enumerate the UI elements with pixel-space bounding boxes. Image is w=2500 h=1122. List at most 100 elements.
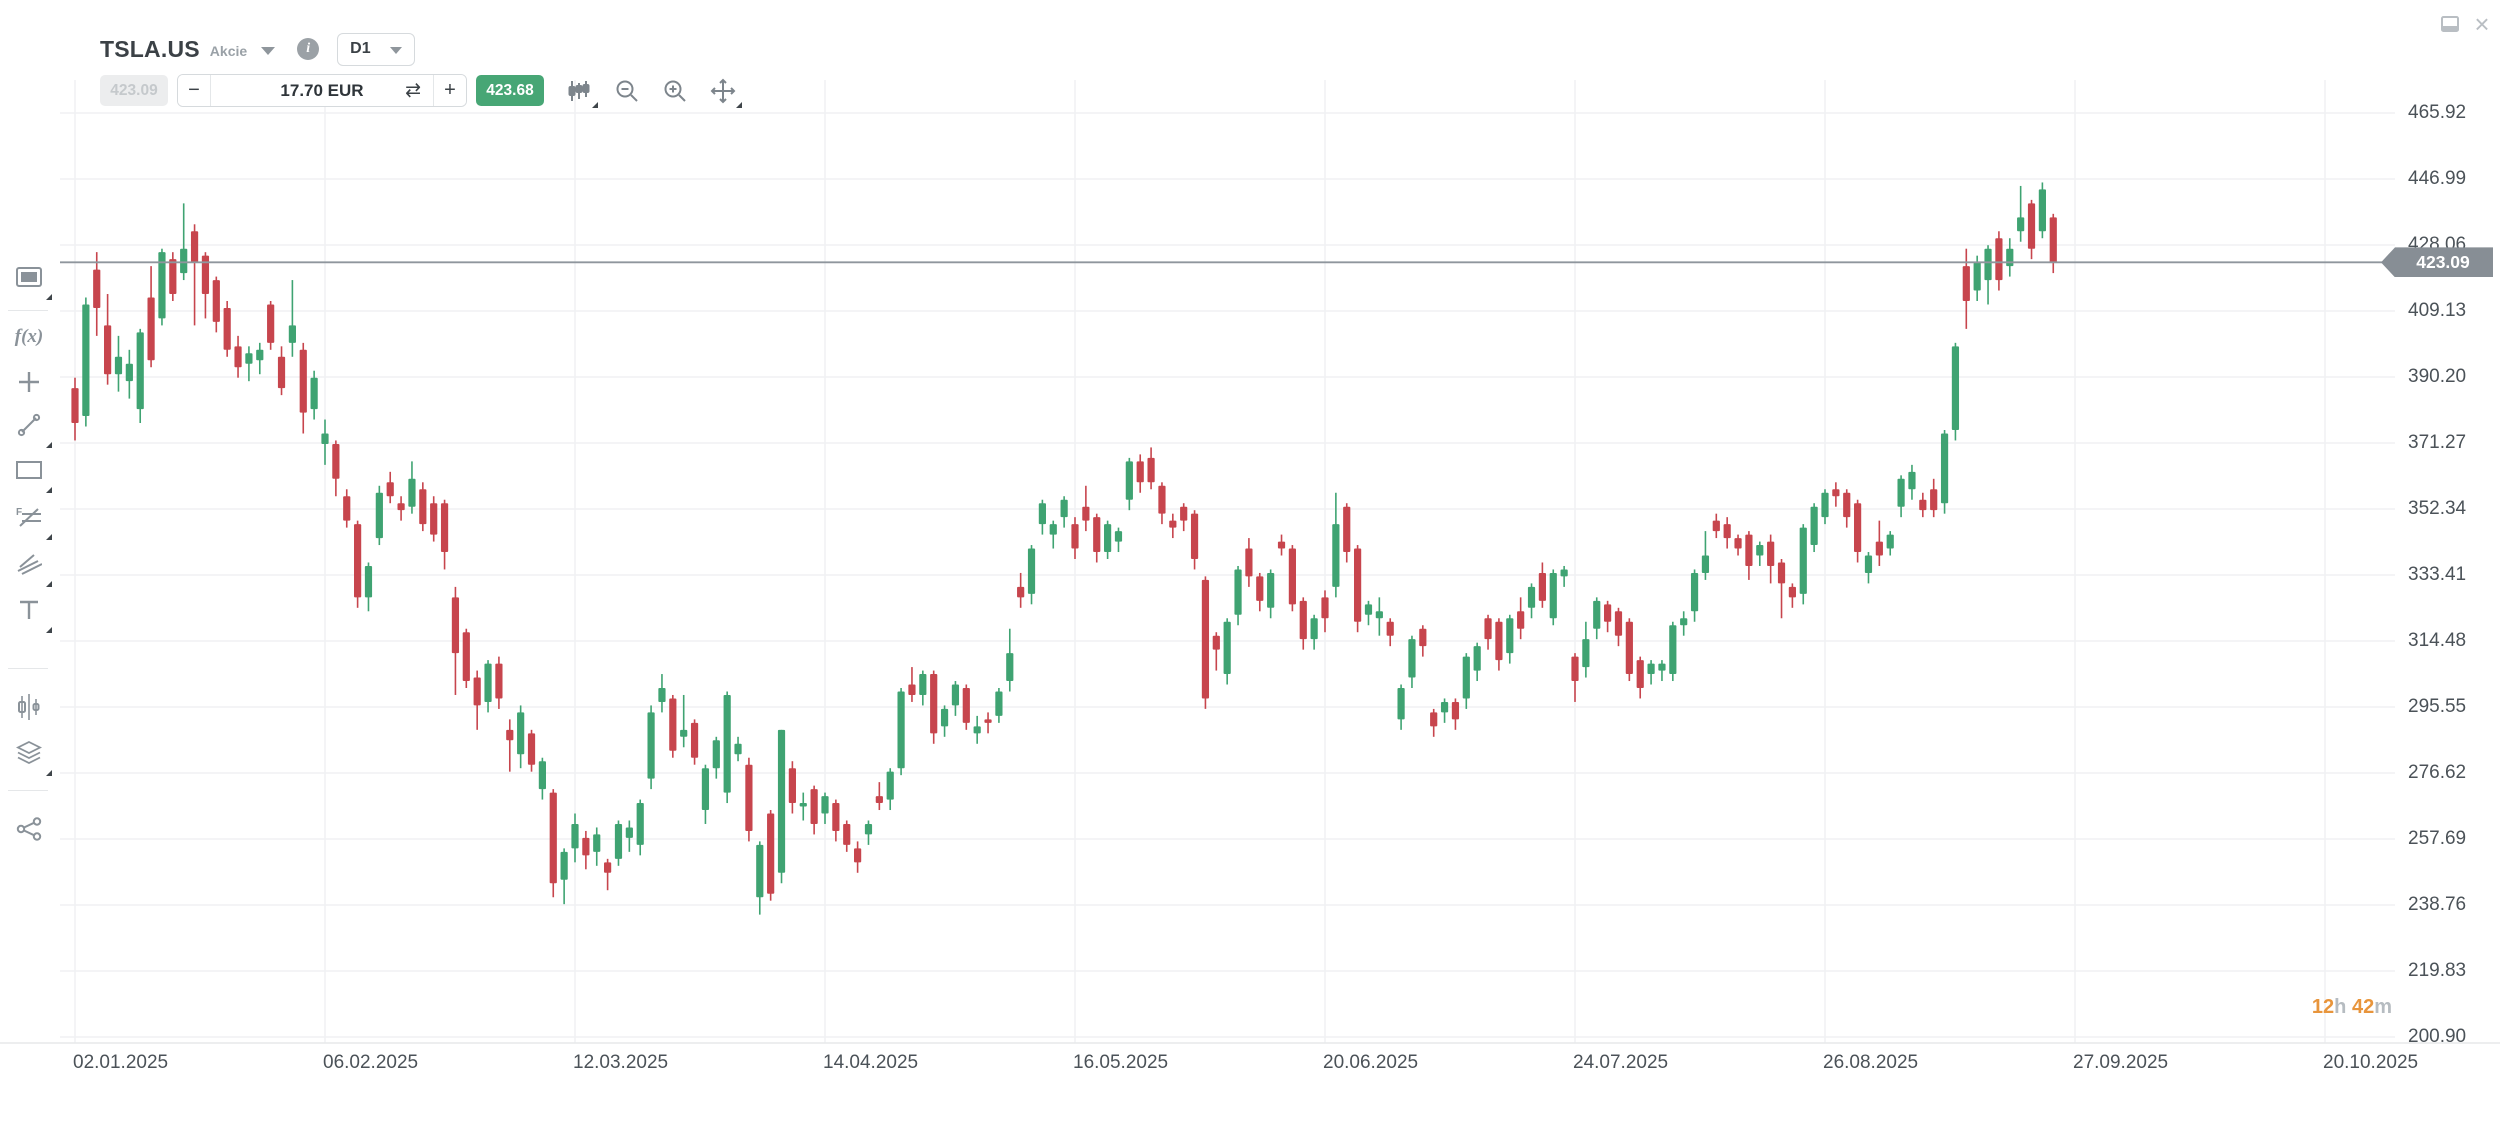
candle-body <box>267 304 275 343</box>
candle-body <box>1397 687 1405 720</box>
candle-body <box>114 356 123 375</box>
quantity-minus-button[interactable]: − <box>178 75 211 106</box>
session-countdown: 12h 42m <box>2180 996 2392 1019</box>
candle-body <box>1723 524 1731 539</box>
candle-body <box>1973 262 1981 291</box>
candle-body <box>1506 618 1514 654</box>
candle-body <box>1799 527 1807 594</box>
compare-candles-icon[interactable] <box>14 692 44 722</box>
price-axis-label: 409.13 <box>2408 300 2467 321</box>
candle-body <box>962 687 970 723</box>
quantity-plus-button[interactable]: + <box>433 75 466 106</box>
candle-body <box>158 252 166 319</box>
candle-body <box>1364 604 1373 615</box>
rectangle-tool-icon[interactable] <box>14 455 52 493</box>
candle-body <box>375 492 383 539</box>
chart-type-icon[interactable] <box>566 78 598 108</box>
price-axis-label: 333.41 <box>2408 564 2467 585</box>
date-axis[interactable]: 02.01.2025 06.02.2025 12.03.2025 14.04.2025… <box>0 1043 2500 1083</box>
candle-body <box>1245 548 1253 577</box>
text-tool-icon[interactable] <box>14 595 52 633</box>
candle-body <box>1930 489 1938 511</box>
candle-body <box>821 796 829 814</box>
candle-body <box>1560 569 1568 577</box>
candle-body <box>1440 701 1449 713</box>
zoom-in-icon[interactable] <box>662 78 688 104</box>
candle-body <box>517 712 525 755</box>
candle-body <box>354 524 362 598</box>
layers-icon[interactable] <box>14 738 52 776</box>
candle-body <box>2006 248 2014 267</box>
candle-body <box>767 813 775 894</box>
refresh-icon[interactable]: ⇄ <box>405 80 421 101</box>
candle-body <box>614 823 623 859</box>
candle-body <box>777 729 786 873</box>
candle-body <box>1343 506 1351 553</box>
close-icon[interactable]: × <box>2474 9 2490 39</box>
candle-body <box>1354 548 1362 622</box>
pan-chart-icon[interactable] <box>710 78 742 108</box>
candle-body <box>1767 541 1775 566</box>
candle-body <box>1517 611 1525 629</box>
candle-body <box>810 789 818 824</box>
quantity-value: 17.70 EUR <box>280 80 364 100</box>
candle-body <box>495 663 503 699</box>
candle-body <box>1712 520 1720 532</box>
candle-body <box>1658 663 1666 671</box>
candle-body <box>1169 520 1177 528</box>
candle-body <box>2017 217 2025 232</box>
candle-body <box>332 443 340 479</box>
candle-body <box>1897 478 1905 507</box>
candle-body <box>1451 701 1460 720</box>
chevron-down-icon[interactable] <box>261 46 276 55</box>
quantity-field[interactable]: 17.70 EUR ⇄ <box>211 75 433 106</box>
candle-body <box>1832 489 1840 497</box>
info-icon[interactable]: i <box>297 38 320 60</box>
candle-body <box>538 761 546 790</box>
countdown-hours-unit: h <box>2334 996 2347 1018</box>
candle-body <box>451 597 460 654</box>
candle-body <box>386 482 394 497</box>
date-axis-label: 20.10.2025 <box>2323 1052 2419 1073</box>
candle-body <box>71 388 79 424</box>
price-axis-label: 257.69 <box>2408 828 2467 849</box>
candle-body <box>1962 266 1970 301</box>
share-icon[interactable] <box>14 814 44 844</box>
candle-body <box>1636 660 1644 688</box>
candle-body <box>462 632 470 682</box>
price-axis[interactable]: 465.92 446.99 428.06 409.13 390.20 371.27 352.… <box>2398 0 2500 1047</box>
svg-text:F: F <box>16 507 22 518</box>
fibonacci-tool-icon[interactable]: F <box>14 502 52 540</box>
pitchfork-tool-icon[interactable] <box>14 549 52 587</box>
buy-price-badge[interactable]: 423.68 <box>476 75 544 106</box>
date-axis-label: 24.07.2025 <box>1573 1052 1669 1073</box>
candle-body <box>1462 656 1470 699</box>
candle-body <box>690 722 699 758</box>
candle-body <box>1223 621 1231 675</box>
candle-body <box>734 743 742 755</box>
indicators-fx-icon[interactable]: f(x) <box>14 326 44 347</box>
candle-body <box>397 503 405 511</box>
add-instrument-icon[interactable] <box>14 367 44 397</box>
candle-body <box>321 433 329 444</box>
minimize-window-icon[interactable] <box>2440 14 2460 34</box>
candle-body <box>1408 639 1416 678</box>
candle-body <box>277 356 286 389</box>
trendline-tool-icon[interactable] <box>14 410 52 448</box>
candle-body <box>125 363 133 382</box>
candle-body <box>1875 541 1883 556</box>
timeframe-value: D1 <box>350 40 371 57</box>
timeframe-select[interactable]: D1 <box>337 32 416 66</box>
candle-body <box>2049 217 2057 263</box>
sell-price-badge[interactable]: 423.09 <box>100 75 168 106</box>
candle-body <box>310 377 318 410</box>
chart-window-tool-icon[interactable] <box>14 262 52 300</box>
candle-body <box>1375 611 1383 619</box>
candle-body <box>1017 586 1025 598</box>
candle-body <box>854 848 862 863</box>
candle-body <box>669 698 677 751</box>
zoom-out-icon[interactable] <box>614 78 640 104</box>
candle-body <box>1006 653 1014 682</box>
